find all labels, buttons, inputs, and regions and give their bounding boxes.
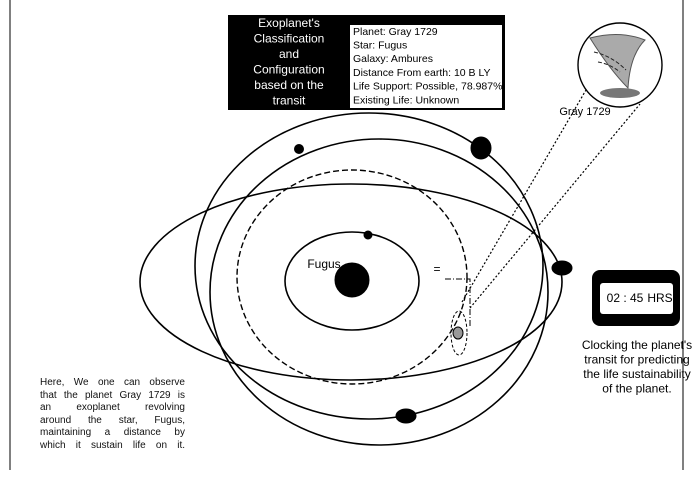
info-line: Star: Fugus bbox=[353, 39, 407, 51]
title-line: Classification bbox=[254, 32, 325, 46]
planet bbox=[471, 137, 491, 159]
caption-line: which it sustain life on it. bbox=[40, 440, 185, 453]
zoom-base bbox=[600, 88, 640, 98]
planet bbox=[396, 409, 416, 423]
planet-gray bbox=[453, 327, 463, 339]
caption-line: around the star, Fugus, bbox=[40, 415, 185, 428]
caption-line: of the planet. bbox=[602, 382, 671, 396]
title-line: and bbox=[279, 47, 299, 61]
title-line: Exoplanet's bbox=[258, 16, 320, 30]
caption-line: Here, We one can observe bbox=[40, 377, 185, 390]
clock-time: 02 : 45 bbox=[607, 291, 644, 305]
info-line: Existing Life: Unknown bbox=[353, 94, 459, 106]
info-line: Galaxy: Ambures bbox=[353, 53, 433, 65]
caption-line: transit for predicting bbox=[584, 353, 689, 367]
page: Exoplanet's Classificationand Configuratio… bbox=[0, 0, 692, 481]
planet bbox=[364, 231, 372, 239]
caption-line: Clocking the planet's bbox=[582, 338, 692, 352]
caption-line: maintaining a distance by bbox=[40, 427, 185, 440]
clock-unit: HRS bbox=[647, 291, 672, 305]
planet bbox=[295, 145, 304, 154]
title-line: based on the bbox=[254, 78, 324, 92]
title-line: transit bbox=[273, 94, 306, 108]
caption-line: that the planet Gray 1729 is bbox=[40, 390, 185, 403]
orbit bbox=[195, 113, 543, 419]
info-line: Planet: Gray 1729 bbox=[353, 26, 438, 38]
info-line: Life Support: Possible, 78.987% bbox=[353, 81, 502, 93]
star-label: Fugus bbox=[307, 257, 340, 271]
caption-line: an exoplanet revolving bbox=[40, 402, 185, 415]
caption-line: the life sustainability bbox=[583, 367, 690, 381]
planet-label: Gray 1729 bbox=[559, 106, 610, 118]
equals-sign: = bbox=[433, 262, 440, 276]
info-line: Distance From earth: 10 B LY bbox=[353, 67, 491, 79]
title-line: Configuration bbox=[253, 63, 324, 77]
planet bbox=[552, 261, 572, 275]
